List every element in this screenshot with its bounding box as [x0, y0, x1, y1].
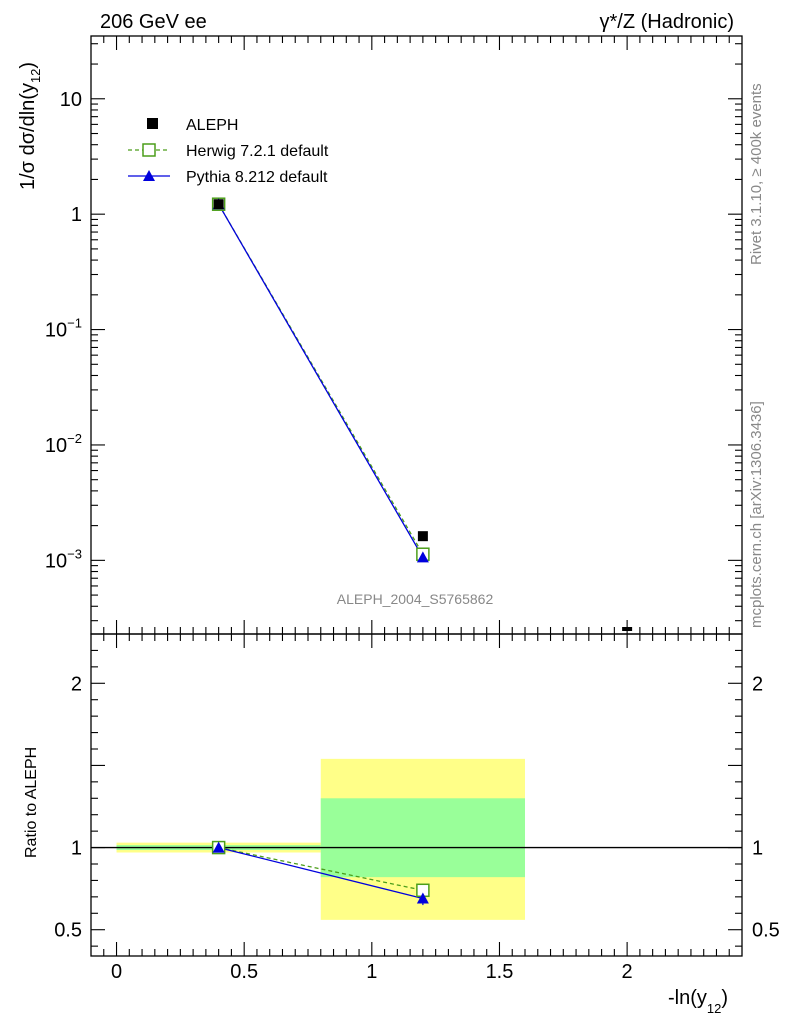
legend-herwig-label: Herwig 7.2.1 default	[186, 143, 329, 160]
ratio-pythia-point	[212, 841, 225, 853]
legend-aleph-label: ALEPH	[186, 117, 238, 134]
ratio-y-tick-label: 2	[71, 673, 82, 695]
main-y-tick-label: 10	[60, 89, 82, 111]
main-y-tick-label: 10−3	[45, 546, 82, 572]
x-tick-label: 0.5	[230, 961, 258, 983]
x-axis-label: -ln(y12)	[668, 987, 728, 1016]
main-pythia-point	[416, 551, 429, 563]
ratio-y-tick-label: 1	[71, 838, 82, 860]
ratio-plot-frame	[90, 633, 743, 957]
x-tick-label: 1	[366, 961, 377, 983]
main-y-axis-label: 1/σ dσ/dln(y12)	[17, 62, 43, 190]
main-y-tick-label: 10−1	[45, 316, 82, 342]
rivet-version-label: Rivet 3.1.10, ≥ 400k events	[748, 83, 765, 265]
analysis-id: ALEPH_2004_S5765862	[337, 591, 494, 607]
main-herwig-line	[218, 203, 424, 555]
header-right: γ*/Z (Hadronic)	[600, 11, 734, 33]
ratio-uncertainty-bands	[116, 758, 525, 920]
main-pythia-line	[218, 203, 424, 558]
header-left: 206 GeV ee	[100, 11, 207, 33]
legend-pythia-label: Pythia 8.212 default	[186, 169, 328, 186]
legend-herwig-marker	[142, 143, 156, 157]
main-curves	[211, 197, 633, 631]
x-tick-label: 1.5	[486, 961, 514, 983]
x-tick-label: 2	[622, 961, 633, 983]
ratio-y-tick-label-right: 0.5	[752, 920, 780, 942]
mcplots-label: mcplots.cern.ch [arXiv:1306.3436]	[748, 401, 765, 628]
ratio-y-tick-label-right: 2	[752, 673, 763, 695]
legend: ALEPH Herwig 7.2.1 default Pythia 8.212 …	[128, 117, 329, 186]
ratio-band-inner-1	[320, 798, 525, 878]
ratio-y-axis-label: Ratio to ALEPH	[23, 747, 40, 858]
main-y-tick-label: 1	[71, 204, 82, 226]
main-aleph-point	[213, 199, 224, 210]
main-aleph-point	[417, 531, 428, 542]
ratio-y-tick-label-right: 1	[752, 838, 763, 860]
ratio-curves	[211, 840, 430, 906]
x-tick-label: 0	[111, 961, 122, 983]
legend-pythia-marker	[143, 170, 155, 181]
ratio-y-tick-label: 0.5	[54, 920, 82, 942]
ratio-pythia-point	[416, 892, 429, 904]
axis-ticks: 0 0.5 1 1.5 2 10 1 10−1 10−2 10−3 2 2 1 1 0.5 0.5	[45, 36, 780, 983]
main-y-tick-label: 10−2	[45, 431, 82, 457]
legend-aleph-marker	[147, 118, 158, 129]
ratio-pythia-line	[218, 846, 424, 900]
